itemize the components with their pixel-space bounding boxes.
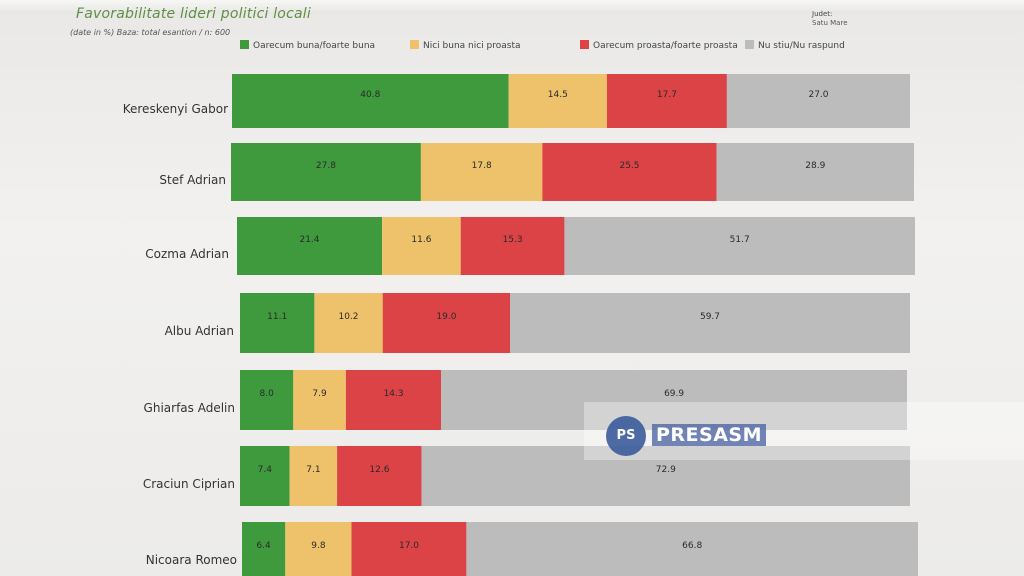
judet-label: Judet: xyxy=(812,10,833,18)
legend-label-no-answer: Nu stiu/Nu raspund xyxy=(758,41,845,51)
bar-segment-3-row-4 xyxy=(382,293,510,353)
data-label-2-row-6: 7.1 xyxy=(306,465,320,475)
category-label-row-5: Ghiarfas Adelin xyxy=(144,401,235,415)
data-label-1-row-1: 40.8 xyxy=(360,90,380,100)
category-label-row-1: Kereskenyi Gabor xyxy=(123,102,228,116)
data-label-2-row-7: 9.8 xyxy=(311,541,326,551)
bar-segment-3-row-3 xyxy=(460,217,565,275)
data-label-3-row-2: 25.5 xyxy=(619,161,639,171)
data-label-2-row-4: 10.2 xyxy=(338,312,358,322)
bar-segment-1-row-1 xyxy=(232,74,509,128)
category-label-row-6: Craciun Ciprian xyxy=(143,477,235,491)
legend-swatch-favorable xyxy=(240,40,249,49)
bar-segment-1-row-5 xyxy=(240,370,294,430)
legend-item-neutral: Nici buna nici proasta xyxy=(410,40,521,51)
category-label-row-7: Nicoara Romeo xyxy=(146,553,237,567)
data-label-2-row-2: 17.8 xyxy=(472,161,492,171)
data-label-4-row-1: 27.0 xyxy=(808,90,828,100)
legend-item-unfavorable: Oarecum proasta/foarte proasta xyxy=(580,40,738,51)
presasm-logo-icon: PS xyxy=(606,416,646,456)
data-label-3-row-3: 15.3 xyxy=(503,235,523,245)
legend-swatch-neutral xyxy=(410,40,419,49)
judet-value: Satu Mare xyxy=(812,19,848,27)
data-label-4-row-6: 72.9 xyxy=(656,465,676,475)
legend-item-no-answer: Nu stiu/Nu raspund xyxy=(745,40,845,51)
data-label-2-row-3: 11.6 xyxy=(411,235,431,245)
data-label-2-row-1: 14.5 xyxy=(548,90,568,100)
legend-label-unfavorable: Oarecum proasta/foarte proasta xyxy=(593,41,738,51)
bar-segment-1-row-3 xyxy=(237,217,383,275)
data-label-4-row-3: 51.7 xyxy=(730,235,750,245)
bar-segment-2-row-4 xyxy=(314,293,383,353)
bar-segment-2-row-7 xyxy=(285,522,352,576)
category-label-row-3: Cozma Adrian xyxy=(145,247,229,261)
data-label-2-row-5: 7.9 xyxy=(312,389,327,399)
data-label-1-row-3: 21.4 xyxy=(299,235,319,245)
data-label-3-row-5: 14.3 xyxy=(384,389,404,399)
watermark-text: PRESASM xyxy=(652,424,767,446)
data-label-3-row-7: 17.0 xyxy=(399,541,419,551)
bar-segment-4-row-6 xyxy=(421,446,910,506)
legend-item-favorable: Oarecum buna/foarte buna xyxy=(240,40,375,51)
bar-segment-2-row-5 xyxy=(293,370,346,430)
data-label-1-row-6: 7.4 xyxy=(258,465,273,475)
data-label-1-row-7: 6.4 xyxy=(256,541,271,551)
category-label-row-2: Stef Adrian xyxy=(159,173,226,187)
bar-segment-3-row-5 xyxy=(345,370,442,430)
data-label-3-row-4: 19.0 xyxy=(436,312,456,322)
data-label-4-row-7: 66.8 xyxy=(682,541,702,551)
data-label-4-row-2: 28.9 xyxy=(805,161,825,171)
data-label-1-row-4: 11.1 xyxy=(267,312,287,322)
data-label-4-row-5: 69.9 xyxy=(664,389,684,399)
data-label-3-row-6: 12.6 xyxy=(369,465,389,475)
chart-subtitle: (date in %) Baza: total esantion / n: 60… xyxy=(70,28,231,37)
bar-segment-4-row-7 xyxy=(466,522,918,576)
bar-segment-3-row-6 xyxy=(337,446,422,506)
bar-segment-4-row-4 xyxy=(510,293,910,353)
legend-label-neutral: Nici buna nici proasta xyxy=(423,41,521,51)
bar-segment-3-row-1 xyxy=(606,74,727,128)
bar-segment-1-row-2 xyxy=(231,143,421,201)
bar-segment-1-row-6 xyxy=(240,446,290,506)
bar-segment-3-row-2 xyxy=(542,143,717,201)
bar-segment-2-row-2 xyxy=(420,143,543,201)
bar-segment-3-row-7 xyxy=(351,522,467,576)
legend-swatch-no-answer xyxy=(745,40,754,49)
bar-segment-4-row-5 xyxy=(441,370,907,430)
data-label-3-row-1: 17.7 xyxy=(657,90,677,100)
bar-segment-1-row-4 xyxy=(240,293,315,353)
data-label-1-row-2: 27.8 xyxy=(316,161,336,171)
bar-segment-4-row-2 xyxy=(716,143,914,201)
data-label-4-row-4: 59.7 xyxy=(700,312,720,322)
paper-edge xyxy=(0,0,1024,14)
watermark-banner xyxy=(584,402,1024,460)
bar-segment-2-row-1 xyxy=(508,74,607,128)
chart-title: Favorabilitate lideri politici locali xyxy=(76,6,311,22)
bar-segment-2-row-6 xyxy=(289,446,338,506)
data-label-1-row-5: 8.0 xyxy=(260,389,275,399)
bar-segment-4-row-3 xyxy=(564,217,915,275)
bar-segment-2-row-3 xyxy=(382,217,461,275)
bar-segment-1-row-7 xyxy=(242,522,286,576)
legend-label-favorable: Oarecum buna/foarte buna xyxy=(253,41,376,51)
legend-swatch-unfavorable xyxy=(580,40,589,49)
bar-segment-4-row-1 xyxy=(726,74,910,128)
category-label-row-4: Albu Adrian xyxy=(165,324,234,338)
